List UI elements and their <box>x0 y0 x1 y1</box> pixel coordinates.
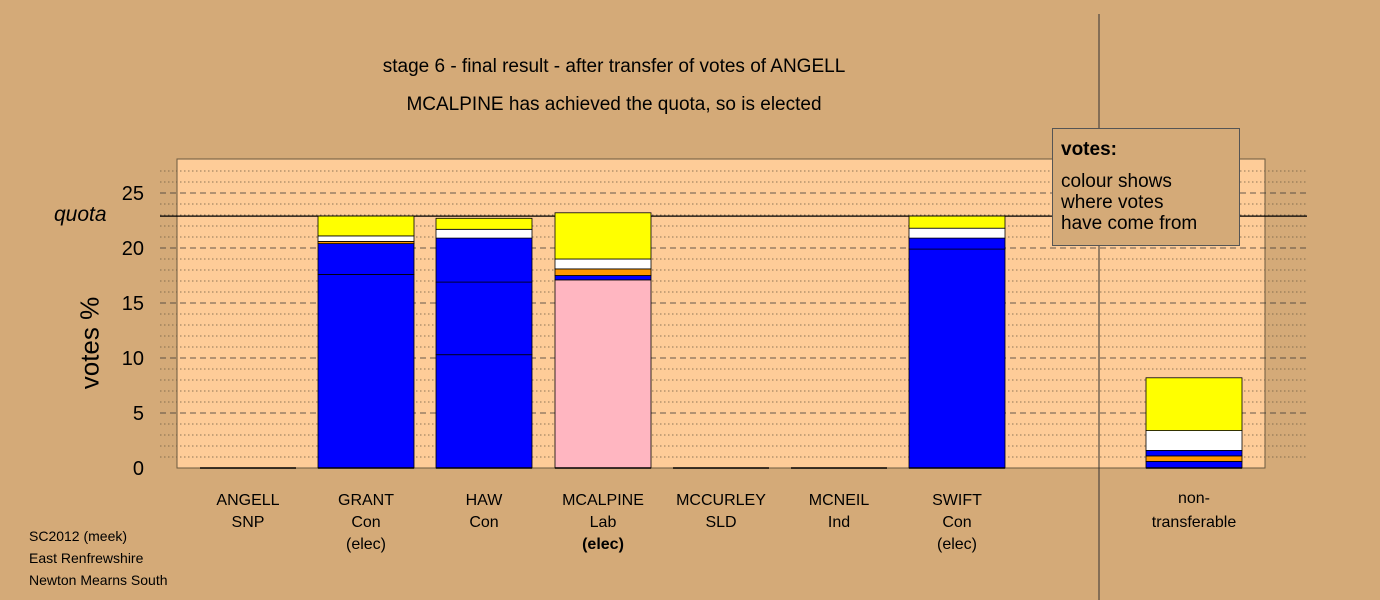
chart-title: stage 6 - final result - after transfer … <box>382 56 846 77</box>
bar-segment <box>317 215 415 237</box>
bar-segment <box>908 248 1006 469</box>
candidate-name-label: MCALPINE <box>562 492 644 509</box>
candidate-name-label: MCCURLEY <box>676 492 766 509</box>
nontransferable-bar-segment <box>1145 449 1243 457</box>
candidate-name-label: ANGELL <box>216 492 279 509</box>
bar-segment <box>554 275 652 281</box>
candidate-party-label: Con <box>351 514 380 531</box>
y-tick-label: 20 <box>122 238 144 260</box>
bar-segment <box>908 215 1006 229</box>
bar-segment <box>317 243 415 275</box>
nontransferable-label: non- <box>1178 490 1210 507</box>
bar-segment <box>317 273 415 469</box>
bar-segment <box>435 354 533 469</box>
nontransferable-bar-segment <box>1145 455 1243 462</box>
footer-ward: Newton Mearns South <box>29 572 168 588</box>
bar-segment <box>554 212 652 260</box>
bar-segment <box>435 237 533 283</box>
y-tick-label: 10 <box>122 348 144 370</box>
bar-segment <box>435 217 533 230</box>
y-tick-label: 0 <box>133 458 144 480</box>
legend-title: votes: <box>1061 139 1117 160</box>
candidate-party-label: Con <box>469 514 498 531</box>
nontransferable-bar-segment <box>1145 460 1243 469</box>
bar-segment <box>554 258 652 270</box>
bar-segment <box>908 237 1006 250</box>
footer-source: SC2012 (meek) <box>29 528 128 544</box>
legend-line: where votes <box>1061 192 1164 213</box>
footer-council: East Renfrewshire <box>29 550 144 566</box>
y-tick-label: 25 <box>122 183 144 205</box>
bar-segment <box>554 279 652 469</box>
candidate-party-label: Lab <box>590 514 617 531</box>
bar-segment <box>435 228 533 239</box>
candidate-elected-label: (elec) <box>582 536 624 553</box>
chart-subtitle: MCALPINE has achieved the quota, so is e… <box>406 94 822 115</box>
candidate-party-label: SLD <box>705 514 736 531</box>
bar-segment <box>908 227 1006 239</box>
legend: votes: colour shows where votes have com… <box>1052 128 1240 246</box>
candidate-name-label: GRANT <box>338 492 394 509</box>
candidate-elected-label: (elec) <box>346 536 386 553</box>
legend-line: colour shows <box>1061 171 1172 192</box>
nontransferable-bar-segment <box>1145 377 1243 431</box>
nontransferable-bar-segment <box>1145 430 1243 451</box>
candidate-party-label: SNP <box>232 514 265 531</box>
candidate-name-label: HAW <box>466 492 504 509</box>
nontransferable-label: transferable <box>1152 514 1237 531</box>
candidate-name-label: SWIFT <box>932 492 982 509</box>
candidate-party-label: Ind <box>828 514 850 531</box>
candidate-elected-label: (elec) <box>937 536 977 553</box>
legend-line: have come from <box>1061 213 1198 234</box>
quota-label: quota <box>54 203 107 226</box>
candidate-name-label: MCNEIL <box>809 492 870 509</box>
candidate-party-label: Con <box>942 514 971 531</box>
bar-segment <box>554 268 652 276</box>
y-axis-label: votes % <box>74 296 105 390</box>
bar-segment <box>435 281 533 356</box>
y-tick-label: 15 <box>122 293 144 315</box>
y-tick-label: 5 <box>133 403 144 425</box>
bar-segment <box>317 235 415 242</box>
